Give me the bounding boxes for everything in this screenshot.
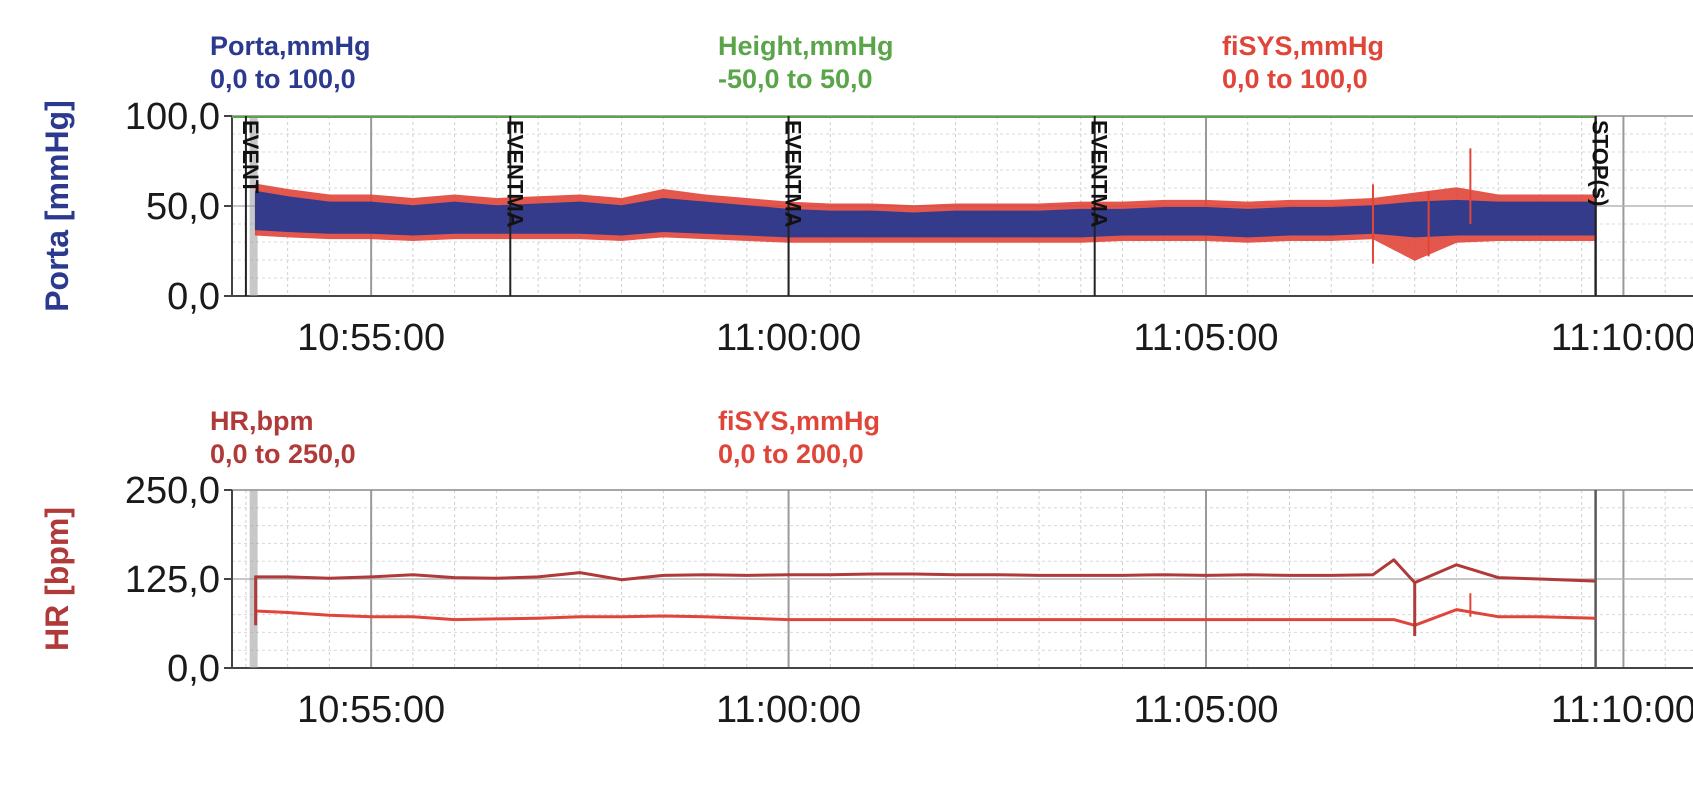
y-tick-label: 0,0	[167, 648, 220, 690]
legend-name: fiSYS,mmHg	[718, 406, 880, 436]
x-tick-label: 11:05:00	[1133, 317, 1278, 359]
x-tick-label: 11:00:00	[716, 317, 861, 359]
y-tick-label: 250,0	[125, 470, 220, 512]
legend-name: HR,bpm	[210, 406, 314, 436]
y-tick-label: 125,0	[125, 559, 220, 601]
event-marker-label: EVENT	[238, 120, 263, 194]
y-axis-label: Porta [mmHg]	[39, 100, 75, 312]
event-marker-label: STOP(s)	[1588, 120, 1613, 206]
plot-area: EVENT EVENTMA EVENTMA EVENTMA STOP(s)	[231, 115, 1693, 297]
legend-name: Porta,mmHg	[210, 31, 371, 61]
x-tick-label: 11:10:00	[1551, 689, 1693, 731]
x-tick-label: 11:05:00	[1133, 689, 1278, 731]
event-marker-label: EVENTMA	[502, 120, 527, 228]
legend-range: 0,0 to 100,0	[210, 64, 356, 94]
x-tick-label: 10:55:00	[297, 689, 445, 731]
x-tick-label: 11:00:00	[716, 689, 861, 731]
event-marker-label: EVENTMA	[1087, 120, 1112, 228]
legend-name: fiSYS,mmHg	[1222, 31, 1384, 61]
series-line-fisys	[255, 608, 1596, 627]
recording-start-band	[249, 116, 258, 296]
x-tick-label: 11:10:00	[1551, 317, 1693, 359]
x-tick-label: 10:55:00	[297, 317, 445, 359]
series-line-hr	[255, 558, 1596, 585]
y-tick-label: 0,0	[167, 276, 220, 318]
legend-name: Height,mmHg	[718, 31, 894, 61]
legend-range: 0,0 to 200,0	[718, 439, 864, 469]
recording-start-band	[249, 490, 258, 668]
legend-range: -50,0 to 50,0	[718, 64, 873, 94]
y-tick-label: 100,0	[125, 96, 220, 138]
legend-range: 0,0 to 250,0	[210, 439, 356, 469]
plot-area	[231, 489, 1693, 669]
y-axis-label: HR [bpm]	[39, 507, 75, 651]
legend-range: 0,0 to 100,0	[1222, 64, 1368, 94]
event-marker-label: EVENTMA	[781, 120, 806, 228]
y-tick-label: 50,0	[146, 186, 220, 228]
